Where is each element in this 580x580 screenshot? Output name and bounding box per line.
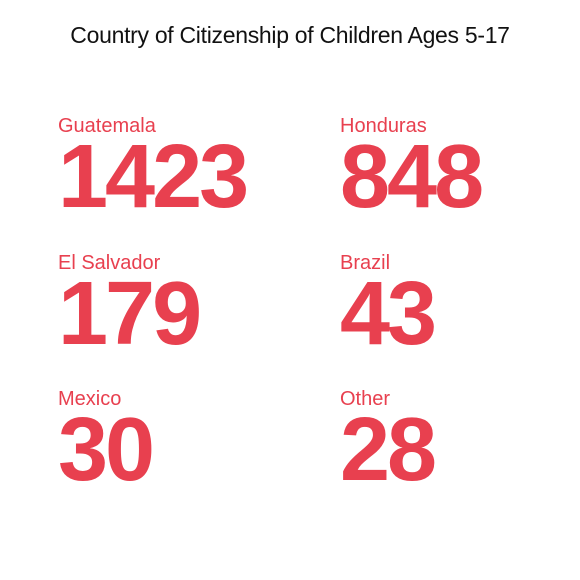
stat-label: El Salvador [58, 252, 161, 274]
stat-label: Mexico [58, 388, 122, 410]
stat-label: Guatemala [58, 115, 156, 137]
stat-guatemala: Guatemala 1423 [58, 115, 298, 227]
stat-value: 28 [340, 400, 437, 500]
stat-mexico: Mexico 30 [58, 388, 298, 500]
stat-label: Honduras [340, 115, 427, 137]
stat-value: 848 [340, 127, 484, 227]
stat-brazil: Brazil 43 [340, 252, 580, 364]
stat-value: 30 [58, 400, 155, 500]
stat-value: 1423 [58, 127, 249, 227]
stat-value: 43 [340, 264, 437, 364]
stat-label: Brazil [340, 252, 391, 274]
stat-value: 179 [58, 264, 202, 364]
stat-el-salvador: El Salvador 179 [58, 252, 298, 364]
chart-title: Country of Citizenship of Children Ages … [70, 22, 510, 48]
stat-honduras: Honduras 848 [340, 115, 580, 227]
stat-other: Other 28 [340, 388, 580, 500]
stat-label: Other [340, 388, 391, 410]
